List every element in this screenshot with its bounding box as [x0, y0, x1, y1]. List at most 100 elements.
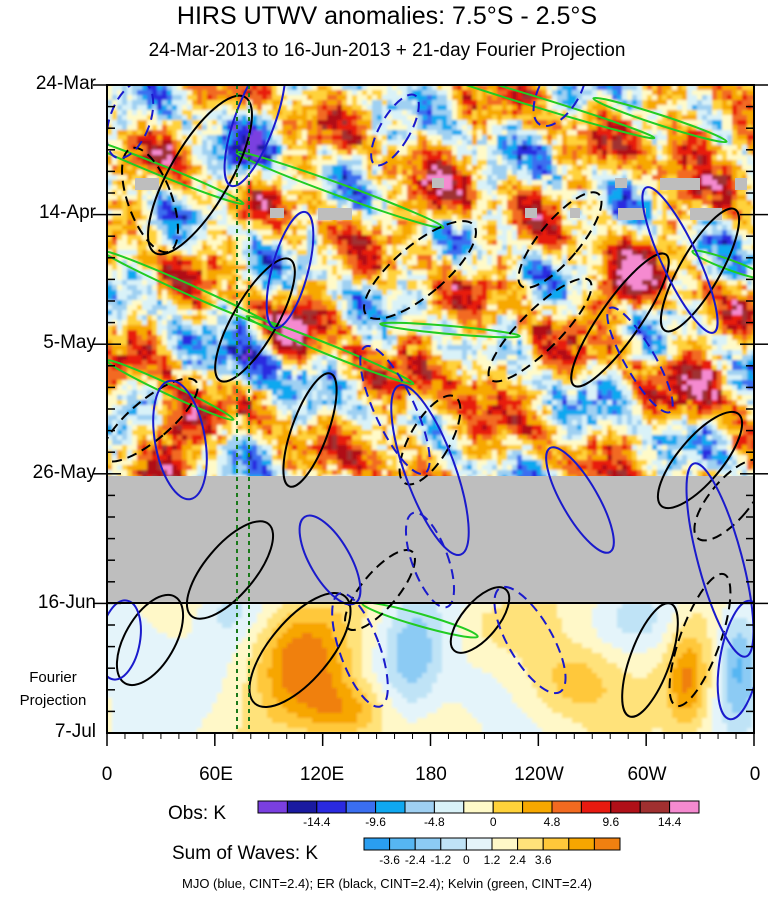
- wave-contour: [487, 277, 593, 383]
- x-tick-label: 0: [749, 764, 761, 785]
- wave-contour: [398, 394, 462, 486]
- wave-contour: [370, 93, 420, 167]
- wave-contour: [685, 462, 754, 658]
- obs-colorbar: [257, 800, 700, 814]
- y-tick-label: 7-Jul: [54, 721, 96, 742]
- wave-contour: [214, 257, 296, 383]
- wave-contour: [107, 359, 235, 421]
- wave-contour: [691, 249, 754, 281]
- wave-contour: [606, 306, 674, 414]
- x-tick-label: 60E: [199, 764, 233, 785]
- colorbar-tick-label: -9.6: [365, 815, 386, 829]
- x-tick-label: 180: [415, 764, 447, 785]
- wave-contour: [570, 252, 670, 388]
- wave-contour: [641, 186, 719, 334]
- wave-contour: [107, 85, 155, 160]
- colorbar-swatch: [363, 837, 391, 851]
- colorbar-swatch: [316, 800, 347, 814]
- colorbar-swatch: [593, 837, 621, 851]
- projection-anomaly-field: [107, 603, 754, 733]
- y-tick-label: 26-May: [32, 462, 96, 483]
- colorbar-swatch: [465, 837, 493, 851]
- wave-contour: [359, 344, 431, 476]
- colorbar-swatch: [639, 800, 671, 814]
- colorbar-tick-label: 1.2: [483, 853, 501, 867]
- projection-label: Fourier Projection: [8, 666, 98, 712]
- colorbar-swatch: [517, 837, 544, 851]
- colorbar-swatch: [375, 800, 406, 814]
- wave-contour: [517, 191, 603, 289]
- colorbar-tick-label: 9.6: [602, 815, 620, 829]
- colorbar-swatch: [440, 837, 467, 851]
- wave-contour: [245, 314, 415, 386]
- colorbar-swatch: [414, 837, 442, 851]
- projection-label-line1: Fourier: [29, 669, 77, 686]
- colorbar-swatch: [491, 837, 519, 851]
- wave-contour: [152, 379, 208, 501]
- colorbar-swatch: [522, 800, 553, 814]
- axis-ticks: [93, 84, 768, 746]
- colorbar-tick-label: 0: [489, 815, 497, 829]
- colorbar-swatch: [433, 800, 465, 814]
- colorbar-tick-label: 0: [463, 853, 470, 867]
- y-tick-label: 5-May: [43, 332, 96, 353]
- wave-contour: [592, 96, 728, 144]
- colorbar-swatch: [463, 800, 494, 814]
- colorbar-tick-label: -3.6: [379, 853, 400, 867]
- colorbar-swatch: [257, 800, 288, 814]
- wave-contour: [282, 372, 338, 488]
- colorbar-swatch: [580, 800, 612, 814]
- colorbar-tick-label: 3.6: [534, 853, 552, 867]
- missing-data-region: [107, 476, 754, 603]
- wave-contour: [716, 599, 754, 721]
- wave-contour: [493, 585, 567, 695]
- wave-contour: [404, 85, 656, 140]
- wave-contour: [248, 592, 352, 708]
- colorbar-swatch: [492, 800, 524, 814]
- colorbar-swatch: [286, 800, 318, 814]
- y-tick-label: 14-Apr: [38, 202, 96, 223]
- colorbar-tick-label: -4.8: [424, 815, 445, 829]
- wave-contour: [223, 85, 287, 188]
- colorbar-swatch: [610, 800, 641, 814]
- chart-subtitle: 24-Mar-2013 to 16-Jun-2013 + 21-day Four…: [148, 40, 626, 61]
- colorbar-tick-label: -2.4: [404, 853, 426, 867]
- x-tick-label: 120W: [514, 764, 564, 785]
- wave-contour: [545, 446, 615, 554]
- wave-contour: [659, 207, 741, 333]
- colorbar-tick-label: -1.2: [430, 853, 452, 867]
- wave-contour: [107, 377, 199, 463]
- wave-contour: [656, 410, 744, 510]
- contour-legend-footer: MJO (blue, CINT=2.4); ER (black, CINT=2.…: [182, 876, 592, 891]
- colorbar-tick-label: 4.8: [543, 815, 561, 829]
- wave-contour: [107, 134, 245, 206]
- colorbar-swatch: [404, 800, 435, 814]
- wave-contour: [147, 94, 253, 256]
- colorbar-swatch: [568, 837, 595, 851]
- wave-contour: [107, 599, 142, 681]
- wave-contours: [107, 85, 754, 721]
- wave-contour: [121, 146, 179, 254]
- colorbar-swatch: [389, 837, 416, 851]
- colorbar-tick-label: 14.4: [657, 815, 682, 829]
- wave-contour: [379, 321, 521, 339]
- y-tick-label: 24-Mar: [35, 73, 96, 94]
- colorbar-swatch: [345, 800, 377, 814]
- waves-colorbar: [363, 837, 621, 851]
- wave-contour: [265, 210, 315, 330]
- colorbar-swatch: [669, 800, 700, 814]
- wave-contour: [390, 383, 470, 557]
- colorbar-swatch: [551, 800, 582, 814]
- wave-contour: [363, 220, 477, 320]
- colorbar-swatch: [542, 837, 570, 851]
- projection-label-line2: Projection: [19, 692, 87, 709]
- wave-contour: [668, 572, 732, 708]
- x-tick-label: 60W: [627, 764, 667, 785]
- waves-colorbar-title: Sum of Waves: K: [172, 843, 319, 864]
- wave-contour: [115, 593, 185, 687]
- x-tick-label: 120E: [299, 764, 345, 785]
- wave-contour: [693, 458, 754, 542]
- wave-contour: [532, 85, 588, 128]
- colorbar-tick-label: 2.4: [509, 853, 526, 867]
